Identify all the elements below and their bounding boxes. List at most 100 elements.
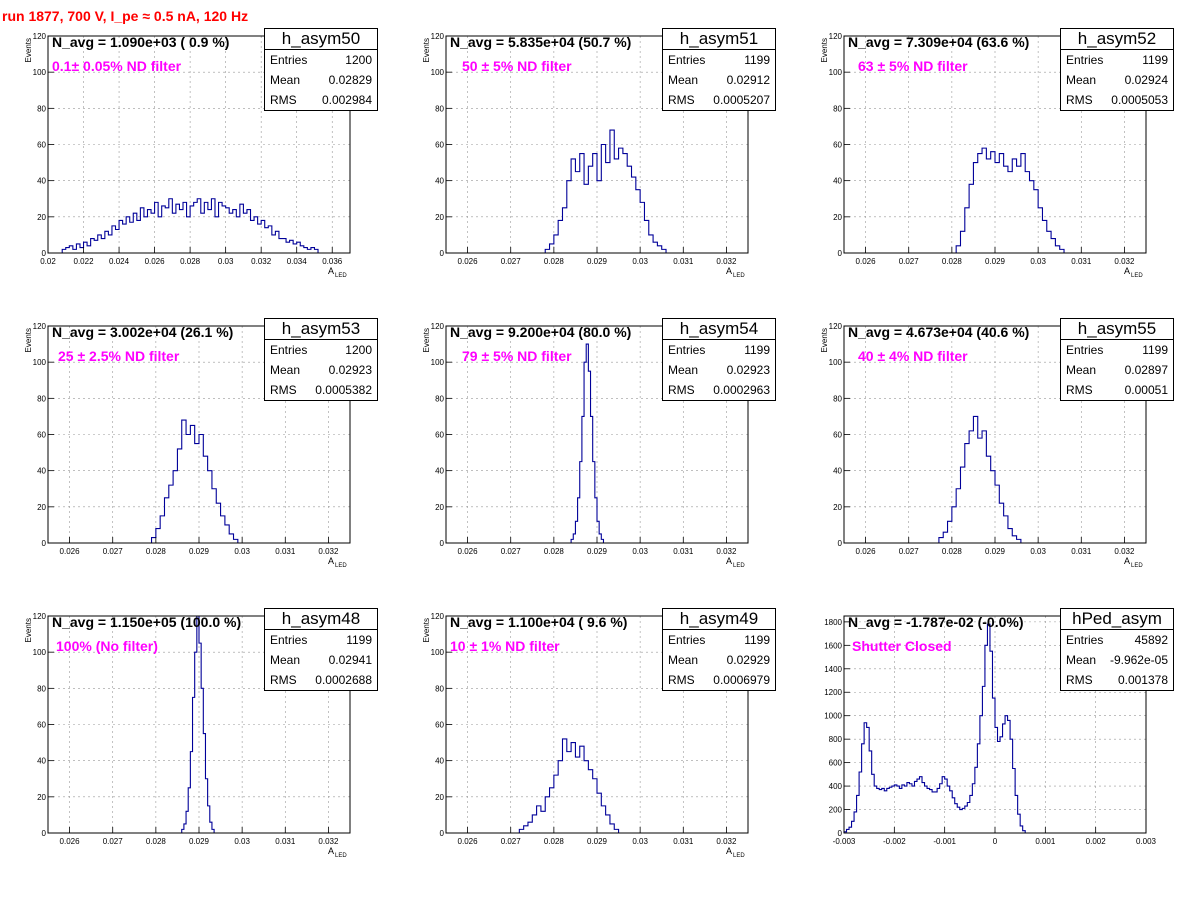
histogram-bin	[575, 757, 579, 833]
filter-annotation: 25 ± 2.5% ND filter	[58, 348, 180, 364]
y-tick-label: 120	[33, 322, 47, 331]
x-axis-label-subscript: LED	[1131, 563, 1143, 569]
y-tick-label: 0	[838, 539, 843, 548]
x-tick-label: 0.001	[1035, 837, 1056, 846]
histogram-bin	[186, 811, 188, 833]
histogram-bin	[156, 529, 160, 543]
histogram-bin	[190, 752, 192, 833]
histogram-bin	[957, 807, 960, 833]
filter-annotation: 10 ± 1% ND filter	[450, 638, 560, 654]
histogram-bin	[1008, 720, 1011, 833]
navg-label: N_avg = 1.100e+04 ( 9.6 %)	[450, 614, 628, 630]
histogram-bin	[586, 344, 588, 543]
y-axis-label: Events	[24, 328, 33, 352]
histogram-bin	[582, 416, 584, 543]
stats-value-mean: 0.02923	[328, 363, 372, 377]
histogram-bin	[879, 790, 882, 833]
x-tick-label: 0.029	[189, 837, 210, 846]
stats-label: Mean	[668, 73, 699, 87]
x-tick-label: 0.026	[458, 837, 479, 846]
histogram-bin	[1060, 249, 1064, 253]
stats-label: Mean	[270, 73, 301, 87]
histogram-bin	[80, 248, 84, 253]
y-tick-label: 20	[435, 793, 444, 802]
histogram-bin	[960, 810, 963, 833]
histogram-bin	[1020, 826, 1023, 833]
filter-annotation: Shutter Closed	[852, 638, 952, 654]
x-axis-label: A	[726, 266, 732, 276]
histogram-bin	[889, 787, 892, 833]
histogram-bin	[152, 538, 156, 543]
x-tick-label: 0.029	[587, 257, 608, 266]
x-tick-label: 0.028	[942, 547, 963, 556]
histogram-panel-h_asym54: 0.026 0.027 0.028 0.029 0.03 0.031 0.032 0 20 40 6…	[398, 318, 796, 608]
histogram-bin	[94, 240, 98, 253]
stats-row-rms: RMS 0.0002963	[663, 380, 775, 400]
x-tick-label: 0.03	[234, 837, 250, 846]
y-tick-label: 40	[37, 467, 46, 476]
x-tick-label: 0.02	[40, 257, 56, 266]
histogram-bin	[528, 822, 532, 833]
stats-box: h_asym49 Entries 1199 Mean 0.02929 RMS 0.00069…	[662, 608, 776, 691]
histogram-bin	[985, 645, 988, 833]
x-tick-label: 0.032	[716, 837, 737, 846]
x-tick-label: 0	[993, 837, 998, 846]
x-axis-label: A	[328, 556, 334, 566]
y-tick-label: 0	[838, 829, 843, 838]
histogram-bin	[948, 521, 952, 543]
histogram-bin	[1015, 795, 1018, 833]
histogram-bin	[84, 242, 88, 253]
stats-label: Entries	[270, 633, 308, 647]
x-tick-label: 0.032	[1114, 547, 1135, 556]
y-tick-label: 80	[435, 394, 444, 403]
histogram-bin	[599, 534, 601, 543]
histogram-bin	[1025, 172, 1029, 253]
x-tick-label: 0.029	[189, 547, 210, 556]
histogram-bin	[619, 148, 623, 253]
histogram-bin	[199, 643, 201, 833]
stats-row-rms: RMS 0.002984	[265, 90, 377, 110]
histogram-name: h_asym55	[1061, 319, 1173, 340]
histogram-bin	[293, 244, 297, 253]
y-tick-label: 100	[431, 68, 445, 77]
histogram-bin	[912, 786, 915, 833]
run-title: run 1877, 700 V, I_pe ≈ 0.5 nA, 120 Hz	[2, 8, 249, 24]
histogram-bin	[137, 220, 141, 253]
y-axis-label: Events	[24, 618, 33, 642]
navg-label: N_avg = 1.150e+05 (100.0 %)	[52, 614, 242, 630]
navg-label: N_avg = 4.673e+04 (40.6 %)	[848, 324, 1030, 340]
histogram-bin	[562, 208, 566, 253]
stats-row-rms: RMS 0.00051	[1061, 380, 1173, 400]
stats-row-rms: RMS 0.001378	[1061, 670, 1173, 690]
y-tick-label: 0	[42, 249, 47, 258]
x-tick-label: 0.003	[1136, 837, 1157, 846]
y-tick-label: 100	[33, 68, 47, 77]
x-tick-label: 0.026	[145, 257, 166, 266]
x-tick-label: -0.003	[833, 837, 856, 846]
histogram-bin	[571, 743, 575, 833]
stats-label: RMS	[1066, 93, 1093, 107]
stats-label: RMS	[270, 673, 297, 687]
stats-value-entries: 1200	[345, 53, 372, 67]
stats-row-entries: Entries 1200	[265, 50, 377, 70]
histogram-bin	[965, 208, 969, 253]
stats-label: Mean	[668, 653, 699, 667]
histogram-bin	[999, 503, 1003, 543]
stats-row-rms: RMS 0.0005207	[663, 90, 775, 110]
histogram-bin	[869, 751, 872, 833]
stats-row-mean: Mean -9.962e-05	[1061, 650, 1173, 670]
stats-row-mean: Mean 0.02829	[265, 70, 377, 90]
y-tick-label: 0	[42, 829, 47, 838]
stats-row-mean: Mean 0.02923	[663, 360, 775, 380]
histogram-bin	[203, 734, 205, 833]
x-tick-label: 0.028	[544, 837, 565, 846]
stats-box: h_asym54 Entries 1199 Mean 0.02923 RMS 0.00029…	[662, 318, 776, 401]
histogram-bin	[852, 821, 855, 833]
histogram-bin	[160, 516, 164, 543]
histogram-bin	[593, 779, 597, 833]
x-axis-label: A	[328, 846, 334, 856]
histogram-bin	[897, 786, 900, 833]
histogram-panel-h_asym53: 0.026 0.027 0.028 0.029 0.03 0.031 0.032 0 20 40 6…	[0, 318, 398, 608]
navg-label: N_avg = 1.090e+03 ( 0.9 %)	[52, 34, 230, 50]
histogram-bin	[887, 788, 890, 833]
